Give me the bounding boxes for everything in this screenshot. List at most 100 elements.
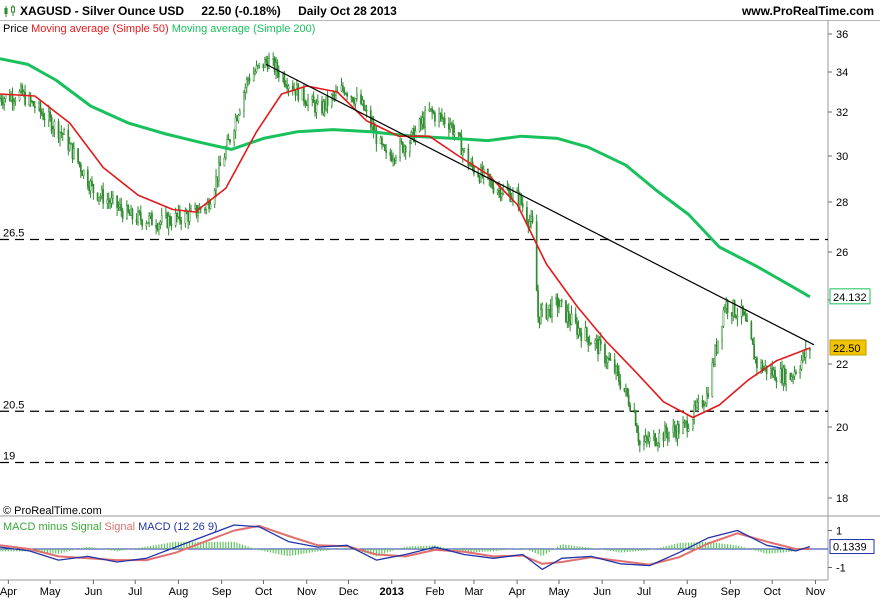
candle-body xyxy=(248,78,251,82)
candle-body xyxy=(110,197,113,204)
candle-body xyxy=(342,85,344,90)
candle-body xyxy=(138,210,141,213)
candle-body xyxy=(60,131,63,134)
candle-body xyxy=(760,362,762,369)
x-tick-label: Aug xyxy=(677,586,697,598)
candle-body xyxy=(585,327,588,338)
candle-body xyxy=(0,97,1,100)
candle-body xyxy=(40,111,43,115)
candle-body xyxy=(106,199,109,204)
credit-label: © ProRealTime.com xyxy=(3,505,102,517)
candle-body xyxy=(340,85,343,92)
candle-body xyxy=(548,304,551,310)
candle-body xyxy=(549,304,552,317)
candle-body xyxy=(287,85,290,89)
candle-body xyxy=(439,113,442,115)
candle-body xyxy=(638,441,641,445)
macd-value-label: 0.1339 xyxy=(833,542,867,554)
candle-body xyxy=(608,358,611,360)
site-link[interactable]: www.ProRealTime.com xyxy=(741,4,874,18)
candle-body xyxy=(190,207,192,211)
candle-body xyxy=(438,113,440,122)
candle-body xyxy=(599,339,602,345)
candle-body xyxy=(560,300,563,302)
candle-body xyxy=(804,348,807,358)
candle-body xyxy=(733,299,736,317)
candle-body xyxy=(539,308,542,324)
x-tick-label: May xyxy=(40,586,61,598)
x-tick-label: Oct xyxy=(255,586,272,598)
level-label: 19 xyxy=(3,451,15,463)
candle-body xyxy=(276,62,279,72)
candle-body xyxy=(321,101,323,114)
candle-body xyxy=(496,190,499,193)
candle-body xyxy=(655,444,658,447)
candle-body xyxy=(779,368,782,383)
candle-body xyxy=(769,368,772,374)
candle-body xyxy=(802,352,804,361)
candle-body xyxy=(434,112,436,122)
candle-body xyxy=(219,162,222,167)
y-tick-label: 32 xyxy=(836,107,848,119)
candle-body xyxy=(558,306,560,309)
candle-body xyxy=(330,94,333,106)
candle-body xyxy=(141,219,144,227)
candle-body xyxy=(654,433,657,446)
candle-body xyxy=(305,103,308,107)
candle-body xyxy=(588,343,591,346)
candle-body xyxy=(265,59,268,63)
candle-body xyxy=(799,368,801,374)
candle-body xyxy=(567,310,570,322)
candle-body xyxy=(229,139,231,143)
candle-body xyxy=(401,142,404,153)
candle-body xyxy=(520,194,523,204)
candle-body xyxy=(535,221,538,292)
candle-body xyxy=(771,368,774,376)
x-tick-label: 2013 xyxy=(379,586,403,598)
candle-body xyxy=(447,123,450,130)
candle-body xyxy=(208,201,210,210)
candle-body xyxy=(569,320,571,325)
level-label: 20.5 xyxy=(3,399,24,411)
x-tick-label: Aug xyxy=(169,586,189,598)
candle-body xyxy=(431,108,433,113)
candle-body xyxy=(703,405,705,407)
candle-body xyxy=(109,201,111,204)
price-legend: Price Moving average (Simple 50) Moving … xyxy=(3,23,315,35)
candle-body xyxy=(268,58,270,69)
candle-body xyxy=(443,117,446,124)
candle-body xyxy=(99,195,102,198)
candle-body xyxy=(49,111,52,118)
candle-body xyxy=(174,213,177,226)
candle-body xyxy=(215,176,217,191)
candle-body xyxy=(463,148,466,151)
candle-body xyxy=(452,123,454,135)
candle-body xyxy=(316,101,319,104)
candle-body xyxy=(574,313,577,323)
candle-body xyxy=(735,315,737,318)
candle-body xyxy=(82,169,85,176)
candle-body xyxy=(314,102,316,113)
candle-body xyxy=(408,142,411,153)
candle-body xyxy=(180,219,183,224)
candle-body xyxy=(91,181,93,185)
candle-body xyxy=(160,215,163,223)
candle-body xyxy=(722,309,725,327)
candle-body xyxy=(721,325,723,342)
y-tick-label: 28 xyxy=(836,197,848,209)
candle-body xyxy=(315,103,318,113)
candle-body xyxy=(665,425,668,434)
candle-body xyxy=(753,344,755,360)
candle-body xyxy=(185,211,188,214)
candle-body xyxy=(333,94,336,96)
candle-body xyxy=(424,110,427,128)
candle-body xyxy=(800,360,803,370)
candle-body xyxy=(282,74,284,78)
candle-body xyxy=(662,432,665,441)
candle-body xyxy=(531,216,534,223)
symbol-title: XAGUSD - Silver Ounce USD xyxy=(20,4,185,18)
candle-body xyxy=(429,108,432,110)
candle-body xyxy=(52,128,54,132)
candle-body xyxy=(468,165,471,167)
